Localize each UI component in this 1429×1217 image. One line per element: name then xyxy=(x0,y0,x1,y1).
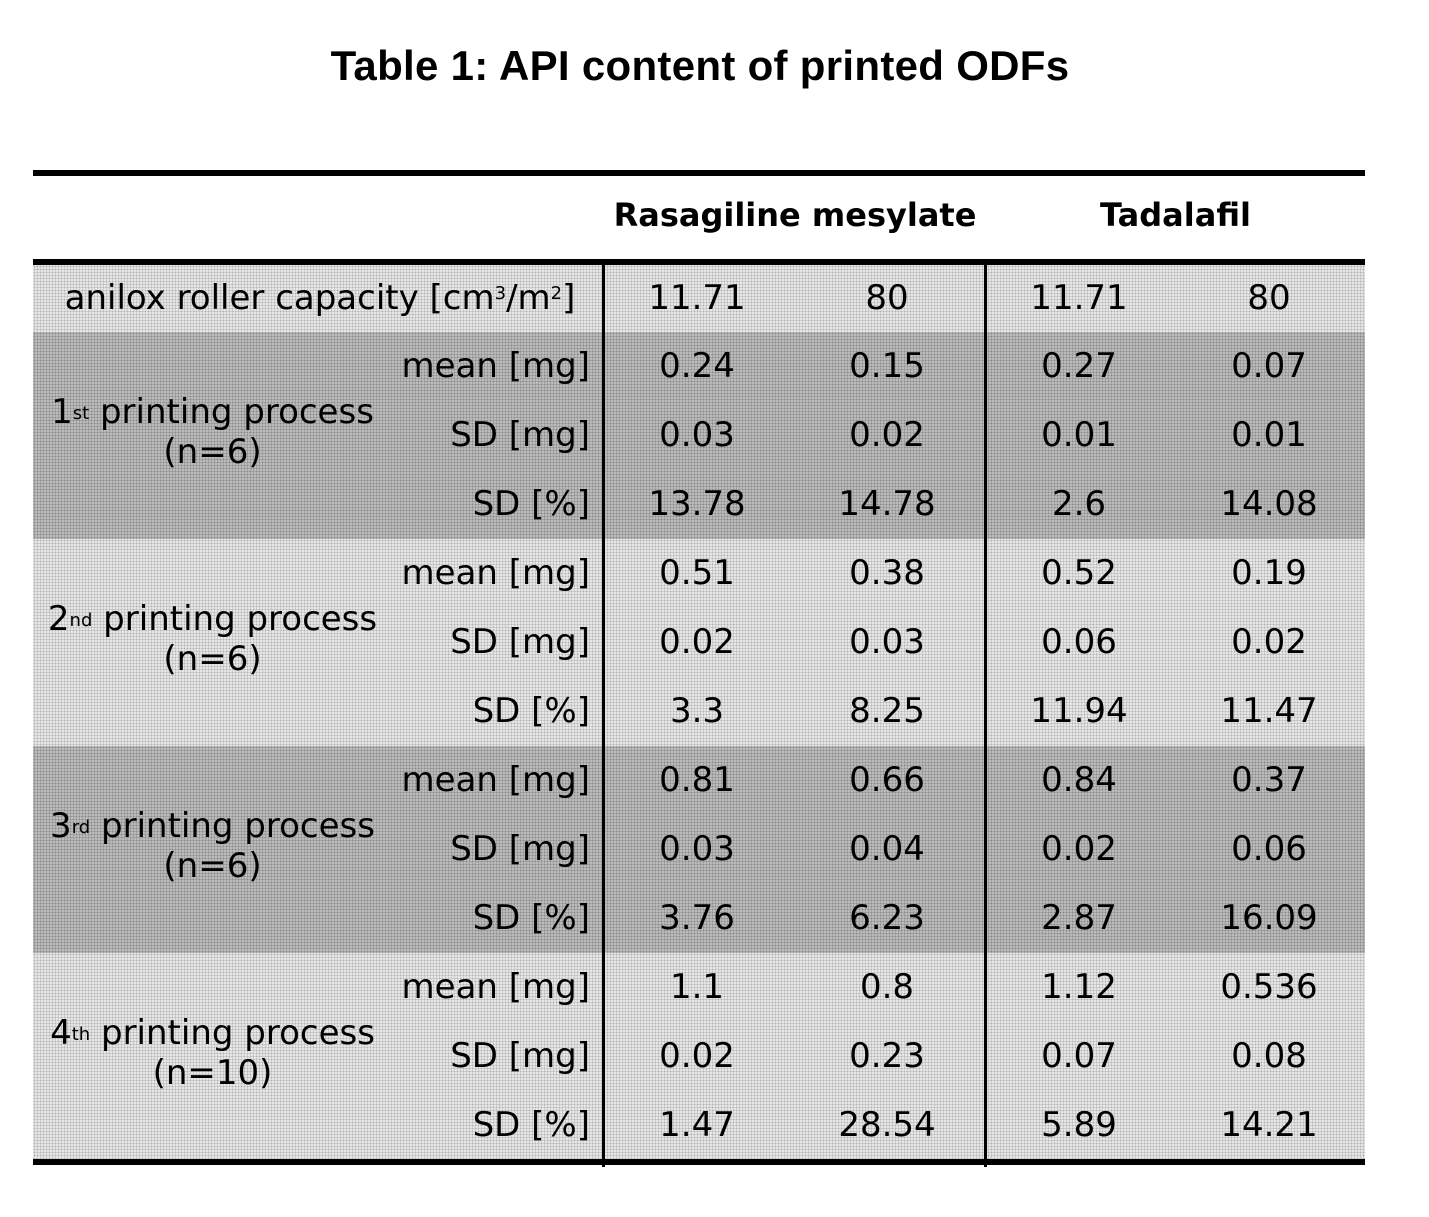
top-rule xyxy=(33,170,1365,176)
table-cell: 0.03 xyxy=(617,827,777,871)
table-cell: 0.27 xyxy=(999,344,1159,388)
table-cell: 0.02 xyxy=(617,620,777,664)
table-cell: 0.81 xyxy=(617,758,777,802)
table-cell: 0.15 xyxy=(807,344,967,388)
table-cell: 1.1 xyxy=(617,965,777,1009)
table-cell: 0.03 xyxy=(617,413,777,457)
process-sample-size: (n=6) xyxy=(40,432,385,472)
table-cell: 0.01 xyxy=(999,413,1159,457)
anilox-value: 11.71 xyxy=(617,276,777,320)
row-label: mean [mg] xyxy=(340,551,590,595)
process-name: printing process xyxy=(90,1013,375,1053)
process-sample-size: (n=6) xyxy=(40,846,385,886)
bottom-rule xyxy=(33,1159,1365,1165)
table-cell: 0.52 xyxy=(999,551,1159,595)
table-cell: 0.19 xyxy=(1189,551,1349,595)
process-label: 4th printing process(n=10) xyxy=(40,1013,385,1093)
row-label: SD [mg] xyxy=(340,827,590,871)
process-ordinal-suffix: rd xyxy=(72,817,91,838)
table-cell: 0.04 xyxy=(807,827,967,871)
table-cell: 0.03 xyxy=(807,620,967,664)
table-cell: 0.37 xyxy=(1189,758,1349,802)
table-cell: 0.06 xyxy=(999,620,1159,664)
header-rasagiline: Rasagiline mesylate xyxy=(604,196,986,234)
table-cell: 2.87 xyxy=(999,896,1159,940)
row-label: SD [%] xyxy=(340,896,590,940)
process-ordinal: 4 xyxy=(50,1013,72,1053)
table-cell: 0.536 xyxy=(1189,965,1349,1009)
process-sample-size: (n=6) xyxy=(40,639,385,679)
process-ordinal: 2 xyxy=(48,599,70,639)
table-cell: 11.47 xyxy=(1189,689,1349,733)
anilox-value: 80 xyxy=(807,276,967,320)
column-divider-right xyxy=(984,264,987,1167)
process-label: 2nd printing process(n=6) xyxy=(40,599,385,679)
row-label: mean [mg] xyxy=(340,758,590,802)
table-cell: 1.47 xyxy=(617,1103,777,1147)
anilox-value: 80 xyxy=(1189,276,1349,320)
row-label: SD [%] xyxy=(340,482,590,526)
process-ordinal-suffix: th xyxy=(72,1024,90,1045)
table-cell: 5.89 xyxy=(999,1103,1159,1147)
table-cell: 0.07 xyxy=(1189,344,1349,388)
table-cell: 0.02 xyxy=(807,413,967,457)
table-cell: 0.08 xyxy=(1189,1034,1349,1078)
anilox-value: 11.71 xyxy=(999,276,1159,320)
process-name: printing process xyxy=(92,599,377,639)
table-cell: 14.21 xyxy=(1189,1103,1349,1147)
row-label: SD [mg] xyxy=(340,620,590,664)
row-label: mean [mg] xyxy=(340,344,590,388)
table-cell: 2.6 xyxy=(999,482,1159,526)
process-ordinal: 3 xyxy=(50,806,72,846)
process-name: printing process xyxy=(89,392,374,432)
table-cell: 14.78 xyxy=(807,482,967,526)
table-cell: 0.84 xyxy=(999,758,1159,802)
table-cell: 0.23 xyxy=(807,1034,967,1078)
process-ordinal-suffix: nd xyxy=(70,610,93,631)
row-label: SD [%] xyxy=(340,689,590,733)
process-label: 1st printing process(n=6) xyxy=(40,392,385,472)
table-cell: 0.38 xyxy=(807,551,967,595)
table-cell: 13.78 xyxy=(617,482,777,526)
table-cell: 0.02 xyxy=(617,1034,777,1078)
process-ordinal: 1 xyxy=(51,392,73,432)
table-cell: 6.23 xyxy=(807,896,967,940)
header-tadalafil: Tadalafil xyxy=(986,196,1365,234)
table-cell: 0.24 xyxy=(617,344,777,388)
column-divider-left xyxy=(602,264,605,1167)
table-cell: 28.54 xyxy=(807,1103,967,1147)
table-cell: 1.12 xyxy=(999,965,1159,1009)
table-cell: 0.06 xyxy=(1189,827,1349,871)
table-cell: 0.8 xyxy=(807,965,967,1009)
table-cell: 0.02 xyxy=(1189,620,1349,664)
process-name: printing process xyxy=(90,806,375,846)
table-cell: 0.66 xyxy=(807,758,967,802)
table-cell: 0.07 xyxy=(999,1034,1159,1078)
table-title: Table 1: API content of printed ODFs xyxy=(0,42,1400,90)
process-ordinal-suffix: st xyxy=(73,403,89,424)
row-label: SD [%] xyxy=(340,1103,590,1147)
table-cell: 3.3 xyxy=(617,689,777,733)
table-cell: 16.09 xyxy=(1189,896,1349,940)
table-cell: 8.25 xyxy=(807,689,967,733)
row-label: SD [mg] xyxy=(340,1034,590,1078)
process-label: 3rd printing process(n=6) xyxy=(40,806,385,886)
table-cell: 3.76 xyxy=(617,896,777,940)
table-cell: 0.51 xyxy=(617,551,777,595)
table-cell: 0.02 xyxy=(999,827,1159,871)
table-cell: 0.01 xyxy=(1189,413,1349,457)
table-cell: 14.08 xyxy=(1189,482,1349,526)
table-cell: 11.94 xyxy=(999,689,1159,733)
row-label: mean [mg] xyxy=(340,965,590,1009)
process-sample-size: (n=10) xyxy=(40,1053,385,1093)
row-label: SD [mg] xyxy=(340,413,590,457)
anilox-label: anilox roller capacity [cm3/m2] xyxy=(40,276,600,320)
